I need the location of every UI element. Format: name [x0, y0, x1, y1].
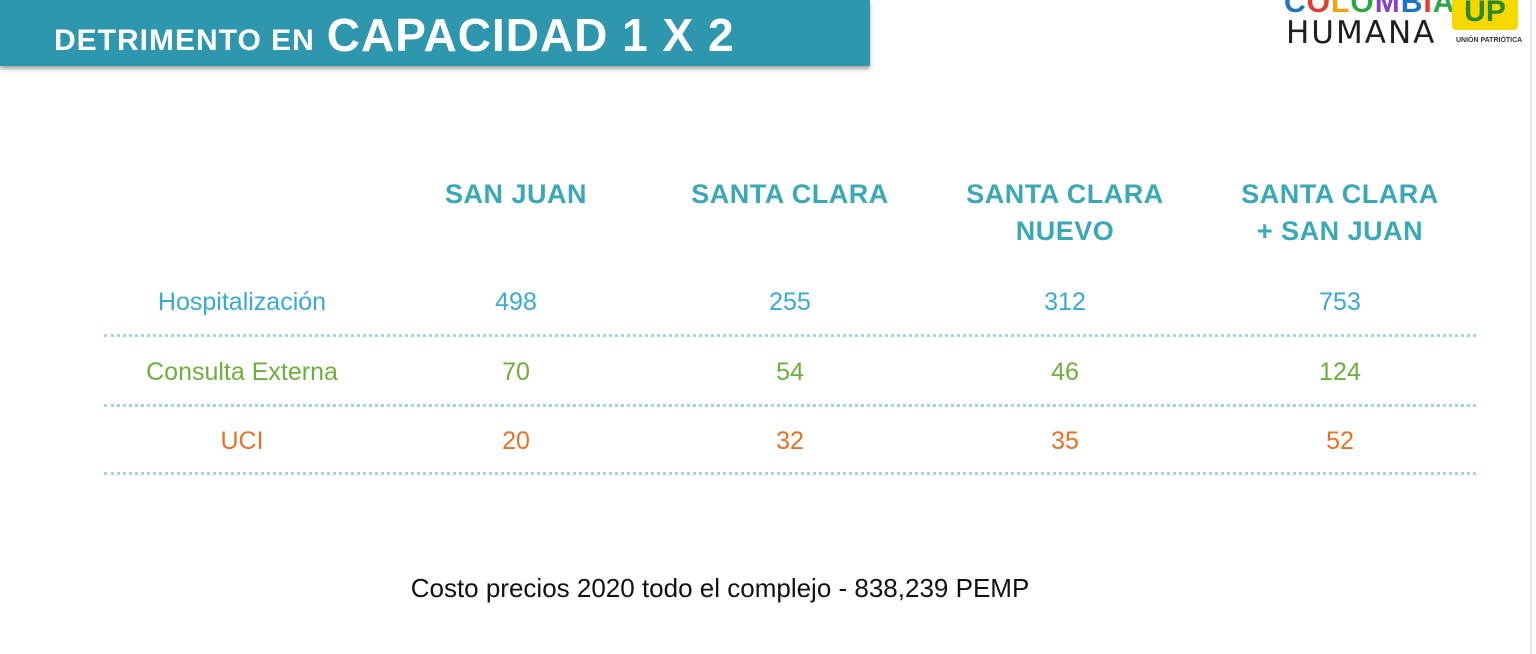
column-header-santa-clara-nuevo: SANTA CLARA NUEVO — [935, 176, 1195, 250]
row-label-hospitalizacion: Hospitalización — [157, 288, 327, 316]
logo-letter: L — [1331, 0, 1351, 19]
table-cell: 498 — [495, 288, 537, 316]
column-header-santa-clara-san-juan: SANTA CLARA + SAN JUAN — [1210, 176, 1470, 250]
column-header-santa-clara: SANTA CLARA — [660, 176, 920, 213]
row-divider — [104, 404, 1476, 407]
column-header-san-juan: SAN JUAN — [406, 176, 626, 213]
slide-border — [1530, 0, 1532, 654]
table-cell: 753 — [1319, 288, 1361, 316]
logo-letter: C — [1284, 0, 1307, 19]
logo-letter: A — [1432, 0, 1456, 19]
table-cell: 20 — [502, 427, 530, 455]
title-main: CAPACIDAD 1 X 2 — [326, 9, 735, 61]
title-banner: DETRIMENTO EN CAPACIDAD 1 X 2 — [0, 0, 870, 66]
logo-letter: O — [1350, 0, 1375, 19]
logo-up-text: UP — [1464, 0, 1506, 28]
column-header-line: SANTA CLARA — [1241, 179, 1439, 209]
table-cell: 54 — [776, 358, 804, 386]
title-prefix: DETRIMENTO EN — [54, 24, 315, 57]
row-label-consulta-externa: Consulta Externa — [146, 358, 338, 386]
table-cell: 46 — [1051, 358, 1079, 386]
logo-up-badge: UP — [1452, 0, 1518, 30]
row-divider — [104, 472, 1476, 475]
logo-colombia-text: COLOMBIA — [1284, 0, 1455, 20]
logo-letter: M — [1374, 0, 1401, 19]
footer-cost-note: Costo precios 2020 todo el complejo - 83… — [410, 573, 1030, 603]
row-label-uci: UCI — [220, 427, 264, 455]
column-header-line: + SAN JUAN — [1256, 216, 1424, 246]
logo-letter: I — [1423, 0, 1433, 19]
table-cell: 312 — [1044, 288, 1086, 316]
column-header-line: NUEVO — [1015, 216, 1115, 246]
table-cell: 70 — [502, 358, 530, 386]
table-cell: 32 — [776, 427, 804, 455]
column-header-line: SAN JUAN — [444, 179, 588, 209]
row-divider — [104, 334, 1476, 337]
column-header-line: SANTA CLARA — [691, 179, 889, 209]
logo-letter: O — [1306, 0, 1332, 19]
table-cell: 35 — [1051, 427, 1079, 455]
colombia-humana-up-logo: COLOMBIA HUMANA UP UNIÓN PATRIÓTICA — [1284, 0, 1534, 66]
logo-union-text: UNIÓN PATRIÓTICA — [1456, 37, 1523, 44]
logo-humana-text: HUMANA — [1286, 15, 1437, 51]
logo-letter: B — [1400, 0, 1424, 19]
table-cell: 124 — [1319, 358, 1361, 386]
column-header-line: SANTA CLARA — [966, 179, 1164, 209]
table-cell: 255 — [769, 288, 811, 316]
table-cell: 52 — [1326, 427, 1354, 455]
